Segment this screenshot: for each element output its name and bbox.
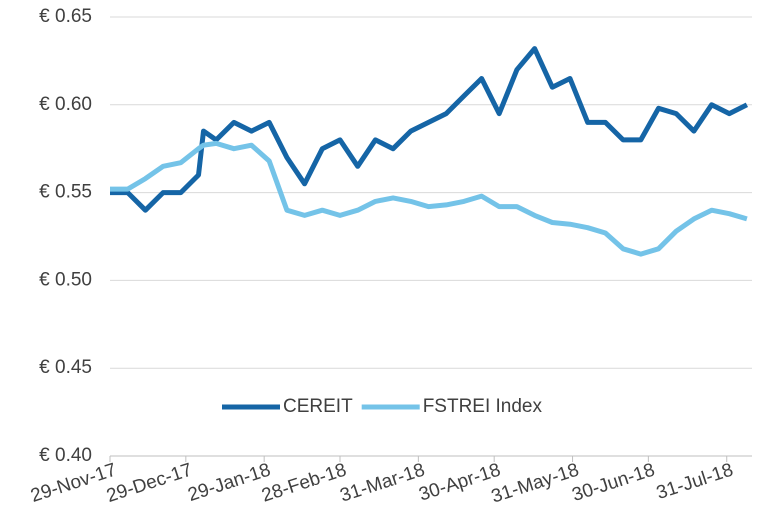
y-tick-label: € 0.55 — [39, 182, 92, 203]
x-tick-label: 30-Jun-18 — [570, 460, 658, 506]
y-tick-label: € 0.65 — [39, 6, 92, 27]
series-line — [110, 46, 749, 213]
legend: CEREIT FSTREI Index — [222, 396, 543, 417]
series-line — [110, 140, 748, 257]
y-tick-label: € 0.60 — [39, 94, 92, 115]
y-tick-label: € 0.50 — [39, 269, 92, 290]
y-tick-label: € 0.40 — [39, 445, 92, 466]
x-tick-label: 30-Apr-18 — [416, 460, 503, 506]
legend-label: CEREIT — [283, 396, 353, 417]
y-tick-label: € 0.45 — [39, 357, 92, 378]
x-tick-label: 31-May-18 — [489, 460, 582, 508]
x-tick-label: 29-Dec-17 — [104, 460, 195, 507]
x-tick-label: 28-Feb-18 — [259, 460, 349, 507]
x-tick-label: 29-Jan-18 — [185, 460, 273, 506]
x-tick-label: 31-Jul-18 — [654, 460, 736, 504]
x-tick-label: 29-Nov-17 — [28, 460, 119, 507]
x-tick-label: 31-Mar-18 — [338, 460, 428, 507]
legend-label: FSTREI Index — [423, 396, 543, 417]
